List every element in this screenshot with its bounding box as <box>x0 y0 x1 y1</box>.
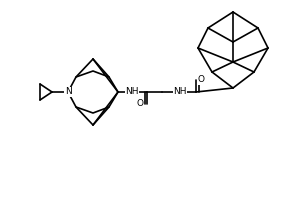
Text: O: O <box>136 99 143 108</box>
Text: N: N <box>64 88 71 97</box>
Text: NH: NH <box>125 88 139 97</box>
Text: NH: NH <box>173 88 187 97</box>
Text: O: O <box>197 75 205 84</box>
